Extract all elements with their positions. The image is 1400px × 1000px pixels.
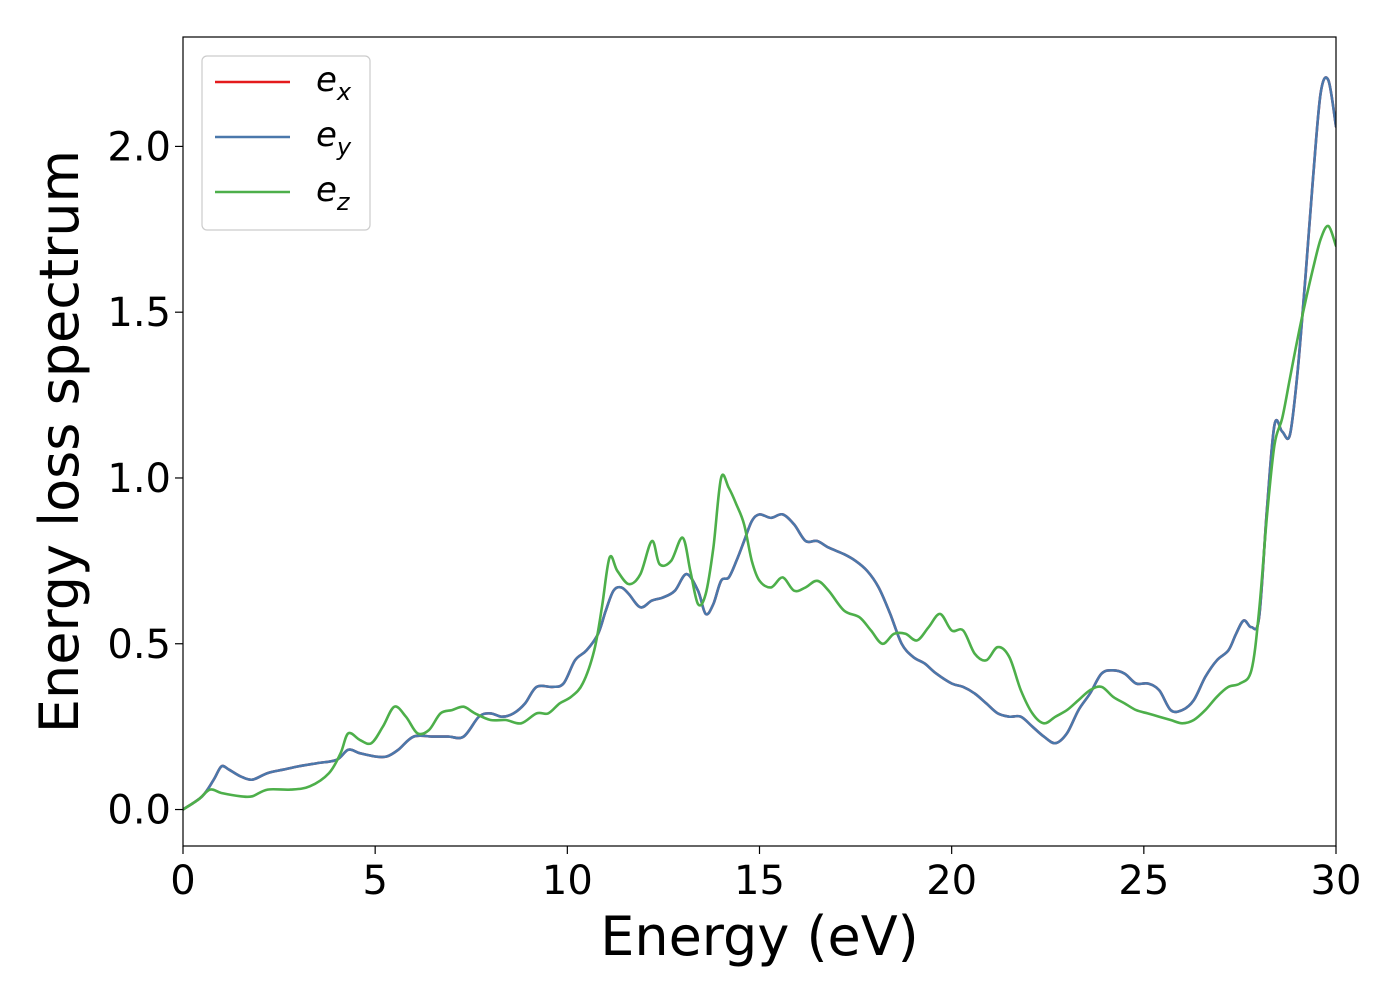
series-lines [183, 76, 1336, 811]
legend-box [201, 55, 371, 231]
legend: ex ey ez [201, 55, 371, 231]
y-tick-label: 2.0 [107, 124, 171, 170]
legend-label-x: ex [316, 60, 352, 106]
series-line-y [183, 76, 1336, 811]
series-line-z [183, 224, 1336, 811]
x-tick-label: 25 [1118, 858, 1169, 904]
x-tick-label: 5 [362, 858, 387, 904]
y-axis-label: Energy loss spectrum [28, 150, 91, 733]
y-tick-label: 0.0 [107, 788, 171, 834]
legend-label-y: ey [316, 115, 352, 161]
y-tick-label: 0.5 [107, 622, 171, 668]
x-axis-label: Energy (eV) [600, 905, 919, 968]
x-tick-label: 20 [926, 858, 977, 904]
x-tick-label: 15 [734, 858, 785, 904]
x-axis-ticks: 0 5 10 15 20 25 30 [170, 846, 1361, 904]
x-tick-label: 10 [542, 858, 593, 904]
y-axis-ticks: 0.0 0.5 1.0 1.5 2.0 [107, 124, 183, 834]
x-tick-label: 0 [170, 858, 195, 904]
y-tick-label: 1.0 [107, 456, 171, 502]
y-tick-label: 1.5 [107, 290, 171, 336]
x-tick-label: 30 [1311, 858, 1362, 904]
legend-label-z: ez [316, 170, 351, 216]
